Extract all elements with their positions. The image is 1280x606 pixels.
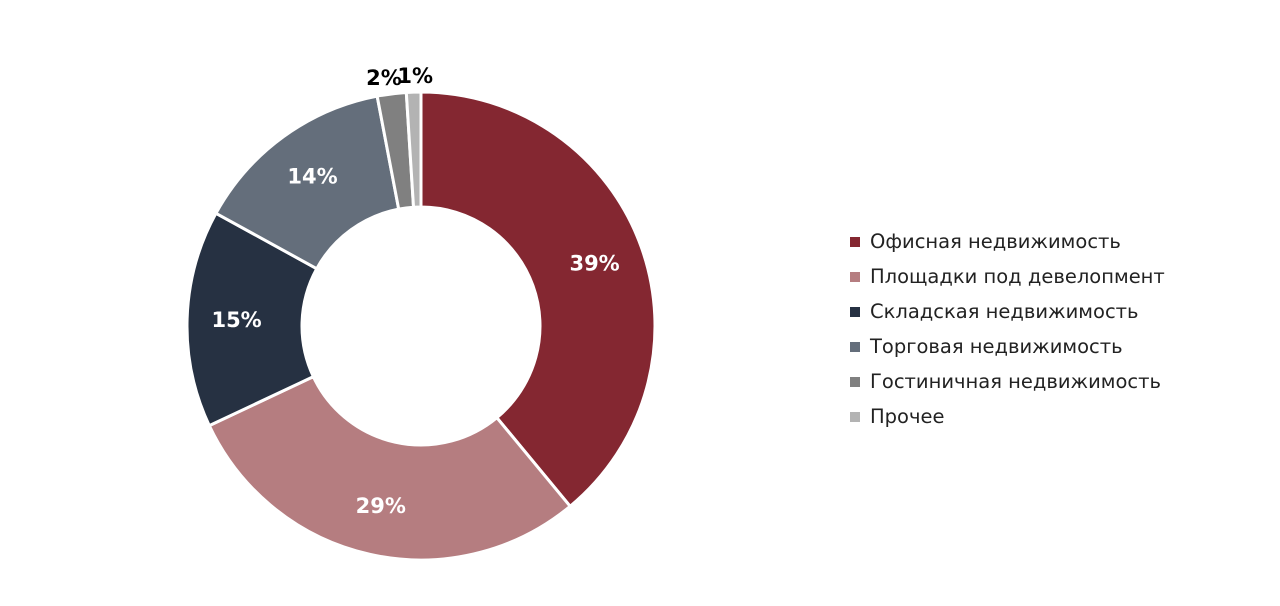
legend-label-0: Офисная недвижимость bbox=[870, 230, 1121, 253]
slice-label-1: 29% bbox=[356, 494, 406, 518]
slice-1 bbox=[207, 374, 573, 562]
legend-label-5: Прочее bbox=[870, 405, 945, 428]
slices-group bbox=[185, 90, 657, 562]
slice-label-0: 39% bbox=[569, 252, 619, 276]
legend-item-0: Офисная недвижимость bbox=[850, 224, 1270, 259]
legend-item-1: Площадки под девелопмент bbox=[850, 259, 1270, 294]
legend-swatch-4 bbox=[850, 376, 860, 387]
legend-item-4: Гостиничная недвижимость bbox=[850, 364, 1270, 399]
legend-label-2: Складская недвижимость bbox=[870, 300, 1139, 323]
legend-item-2: Складская недвижимость bbox=[850, 294, 1270, 329]
slice-label-4: 2% bbox=[366, 66, 402, 90]
legend-swatch-3 bbox=[850, 341, 860, 352]
legend-item-3: Торговая недвижимость bbox=[850, 329, 1270, 364]
legend-swatch-5 bbox=[850, 411, 860, 422]
slice-label-3: 14% bbox=[287, 165, 337, 189]
slice-label-5: 1% bbox=[397, 64, 433, 88]
legend-item-5: Прочее bbox=[850, 399, 1270, 434]
slice-2 bbox=[185, 211, 319, 428]
legend: Офисная недвижимость Площадки под девелоп… bbox=[850, 224, 1270, 434]
labels-group: 39% 29% 15% 14% 2%1% bbox=[211, 64, 619, 518]
legend-swatch-1 bbox=[850, 271, 860, 282]
legend-label-3: Торговая недвижимость bbox=[870, 335, 1123, 358]
legend-swatch-0 bbox=[850, 236, 860, 247]
slice-0 bbox=[419, 90, 657, 509]
slice-3 bbox=[213, 94, 401, 271]
legend-swatch-2 bbox=[850, 306, 860, 317]
slice-label-2: 15% bbox=[211, 308, 261, 332]
slice-5 bbox=[404, 90, 423, 209]
legend-label-4: Гостиничная недвижимость bbox=[870, 370, 1161, 393]
legend-label-1: Площадки под девелопмент bbox=[870, 265, 1165, 288]
